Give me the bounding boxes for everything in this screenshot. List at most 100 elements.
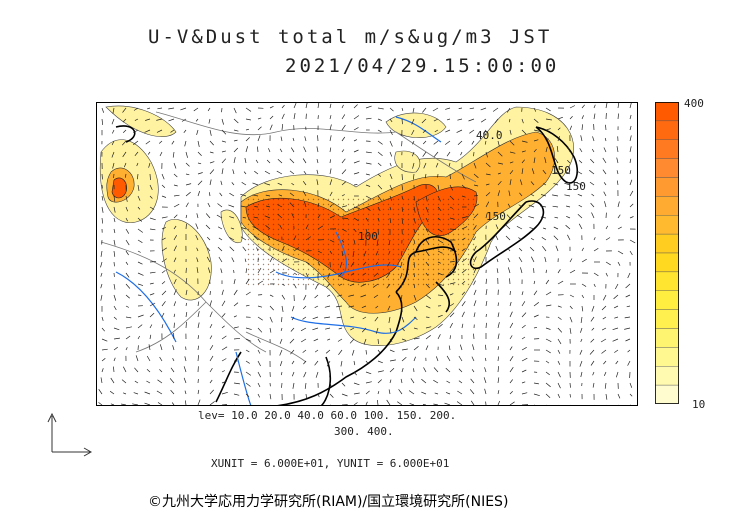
- wind-vector: [421, 391, 427, 395]
- wind-vector: [257, 338, 261, 343]
- wind-vector: [245, 128, 250, 131]
- wind-vector: [101, 327, 105, 332]
- wind-vector: [388, 250, 391, 254]
- contour-label: 150: [566, 180, 586, 193]
- wind-vector: [461, 291, 466, 296]
- wind-vector: [468, 118, 475, 122]
- wind-vector: [521, 346, 527, 351]
- wind-vector: [401, 348, 408, 351]
- colorbar-cell: [655, 120, 679, 140]
- wind-vector: [183, 377, 187, 384]
- wind-vector: [506, 214, 511, 219]
- wind-vector: [219, 192, 223, 197]
- wind-vector: [614, 316, 619, 319]
- wind-vector: [245, 291, 251, 296]
- wind-vector: [557, 127, 561, 131]
- wind-vector: [365, 195, 372, 200]
- wind-vector: [336, 305, 343, 308]
- wind-vector: [209, 179, 212, 186]
- wind-vector: [172, 345, 175, 351]
- wind-vector: [578, 223, 583, 230]
- wind-vector: [533, 139, 539, 142]
- wind-vector: [257, 126, 262, 131]
- wind-vector: [172, 358, 175, 362]
- wind-vector: [197, 180, 203, 186]
- wind-vector: [122, 392, 127, 395]
- wind-vector: [470, 378, 475, 384]
- wind-vector: [241, 182, 247, 186]
- wind-vector: [209, 345, 214, 351]
- wind-vector: [509, 367, 514, 373]
- wind-vector: [425, 250, 430, 257]
- wind-vector: [149, 184, 153, 191]
- wind-vector: [528, 204, 535, 208]
- wind-vector: [173, 301, 177, 307]
- wind-vector: [173, 225, 177, 230]
- wind-vector: [605, 237, 611, 241]
- wind-vector: [457, 118, 463, 121]
- wind-vector: [388, 239, 391, 246]
- wind-vector: [280, 136, 283, 142]
- wind-vector: [185, 321, 187, 329]
- wind-vector: [365, 349, 367, 355]
- wind-vector: [221, 358, 227, 362]
- wind-vector: [289, 202, 295, 208]
- wind-vector: [485, 173, 491, 176]
- wind-vector: [521, 140, 528, 143]
- wind-vector: [161, 281, 166, 285]
- wind-vector: [469, 389, 475, 395]
- wind-vector: [101, 316, 104, 322]
- wind-vector: [496, 129, 499, 134]
- wind-vector: [545, 138, 549, 142]
- wind-vector: [471, 140, 475, 145]
- wind-vector: [377, 151, 383, 156]
- wind-vector: [627, 349, 631, 353]
- wind-vector: [312, 327, 319, 331]
- wind-vector: [125, 294, 130, 299]
- wind-vector: [245, 327, 252, 330]
- wind-vector: [521, 392, 528, 395]
- wind-vector: [509, 356, 514, 362]
- wind-vector: [122, 151, 127, 158]
- wind-vector: [353, 149, 359, 153]
- wind-vector: [161, 270, 166, 274]
- wind-vector: [533, 326, 538, 329]
- wind-vector: [100, 283, 103, 289]
- wind-vector: [149, 334, 152, 340]
- wind-vector: [221, 380, 227, 384]
- wind-vector: [617, 250, 624, 255]
- wind-vector: [113, 261, 115, 267]
- wind-vector: [425, 326, 432, 329]
- wind-vector: [207, 202, 211, 208]
- wind-vector: [209, 389, 214, 395]
- wind-vector: [445, 129, 451, 133]
- wind-vector: [375, 327, 379, 334]
- wind-vector: [413, 316, 418, 320]
- wind-vector: [293, 272, 298, 276]
- wind-vector: [132, 403, 139, 406]
- wind-vector: [137, 294, 142, 296]
- wind-vector: [290, 327, 295, 332]
- wind-vector: [125, 305, 130, 308]
- wind-vector: [233, 129, 239, 132]
- wind-vector: [149, 293, 155, 296]
- wind-vector: [269, 105, 274, 109]
- wind-vector: [398, 389, 403, 395]
- wind-vector: [195, 223, 199, 230]
- wind-vector: [280, 371, 283, 376]
- wind-vector: [425, 294, 431, 299]
- wind-vector: [113, 316, 118, 320]
- wind-vector: [401, 118, 403, 125]
- colorbar-cell: [655, 196, 679, 216]
- colorbar-cell: [655, 309, 679, 329]
- wind-vector: [449, 312, 455, 318]
- wind-vector: [461, 258, 467, 263]
- wind-vector: [457, 390, 463, 395]
- wind-vector: [625, 338, 631, 342]
- wind-vector: [386, 272, 391, 279]
- wind-vector: [327, 338, 331, 341]
- wind-vector: [533, 290, 538, 296]
- wind-vector: [425, 195, 428, 202]
- wind-vector: [233, 337, 241, 340]
- wind-vector: [137, 283, 144, 286]
